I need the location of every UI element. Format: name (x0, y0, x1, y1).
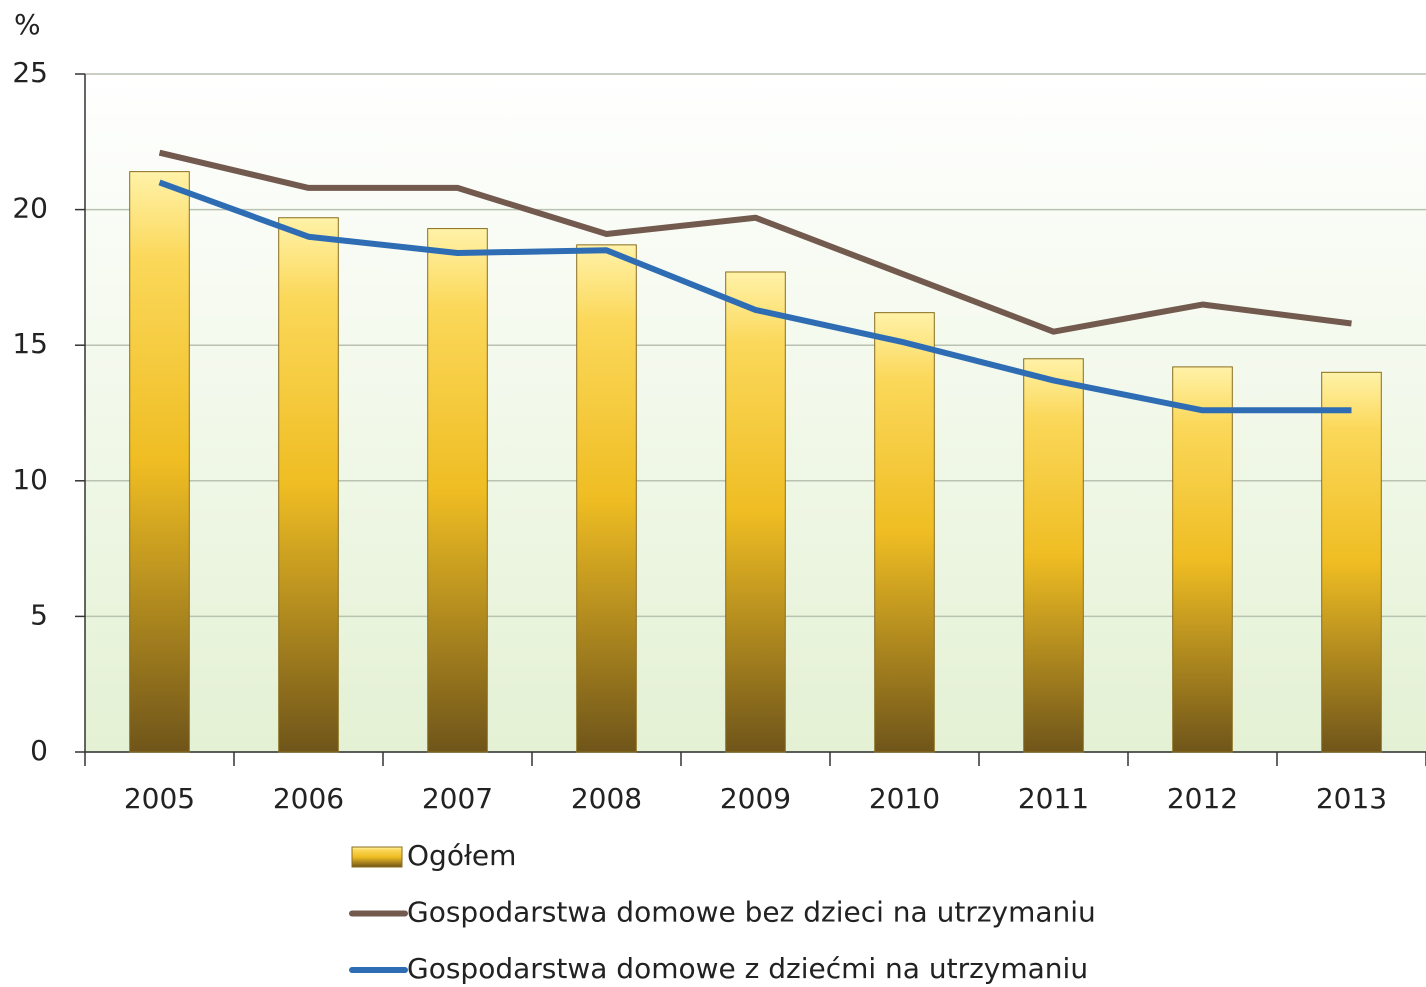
y-axis-label: % (14, 8, 41, 41)
legend-swatch (351, 846, 403, 868)
x-tick-label: 2013 (1316, 782, 1387, 815)
legend-label: Gospodarstwa domowe z dziećmi na utrzyma… (407, 952, 1088, 985)
bar (427, 228, 488, 753)
bar (1023, 358, 1084, 753)
y-tick-label: 5 (30, 598, 48, 631)
line (158, 149, 1352, 335)
bar (278, 217, 339, 753)
bar (129, 171, 190, 753)
y-tick-label: 20 (12, 192, 48, 225)
x-tick-label: 2011 (1018, 782, 1089, 815)
x-tick-label: 2005 (124, 782, 195, 815)
x-tick-label: 2008 (571, 782, 642, 815)
y-tick-label: 25 (12, 56, 48, 89)
y-tick-label: 0 (30, 734, 48, 767)
x-tick-label: 2009 (720, 782, 791, 815)
x-tick-label: 2007 (422, 782, 493, 815)
bar (725, 271, 786, 753)
bar (1172, 366, 1233, 753)
legend-label: Gospodarstwa domowe bez dzieci na utrzym… (407, 896, 1096, 929)
bar (874, 312, 935, 753)
x-tick-label: 2006 (273, 782, 344, 815)
bar (1321, 371, 1382, 753)
x-tick-label: 2010 (869, 782, 940, 815)
y-tick-label: 15 (12, 327, 48, 360)
bar (576, 244, 637, 753)
line (158, 179, 1352, 414)
x-tick-label: 2012 (1167, 782, 1238, 815)
y-tick-label: 10 (12, 463, 48, 496)
legend-label: Ogółem (407, 839, 516, 872)
